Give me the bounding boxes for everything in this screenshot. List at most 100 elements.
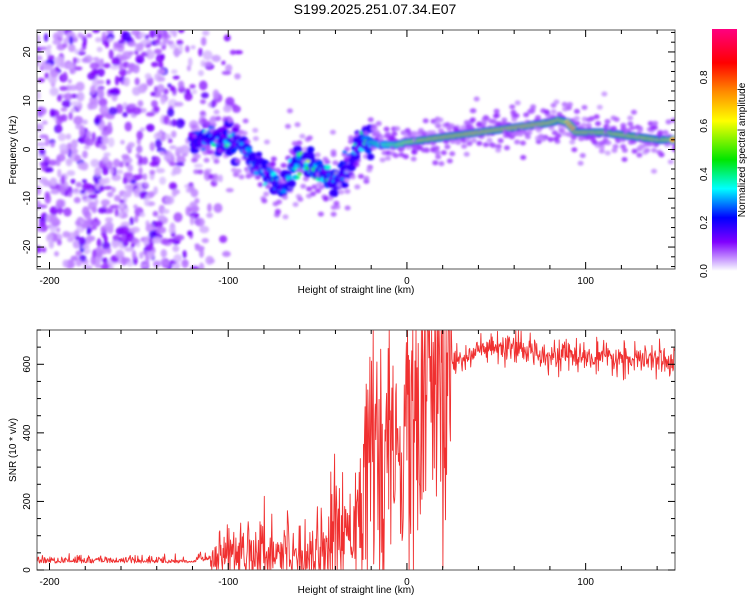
spectrogram-halo xyxy=(434,121,441,127)
spectrogram-noise-blob xyxy=(162,30,169,39)
spectrogram-noise-blob xyxy=(73,115,84,125)
spectrogram-noise-blob xyxy=(124,189,132,198)
spectrogram-noise-blob xyxy=(84,138,95,147)
colorbar-tick-label: 0.8 xyxy=(699,70,710,84)
spectrogram-noise-blob xyxy=(106,160,113,170)
spectrogram-halo xyxy=(213,158,220,164)
spectrogram-noise-blob xyxy=(90,158,100,168)
spectrogram-noise-blob xyxy=(191,89,198,95)
spectrogram-noise-blob xyxy=(172,49,182,56)
spectrogram-noise-blob xyxy=(153,132,164,141)
spectrogram-noise-blob xyxy=(195,217,205,227)
spectrogram-halo xyxy=(469,117,476,123)
spectrogram-noise-blob xyxy=(223,34,231,42)
spectrogram-noise-blob xyxy=(234,50,243,55)
spectrogram-noise-blob xyxy=(149,169,156,175)
spectrogram-noise-blob xyxy=(127,103,137,108)
spectrogram-noise-blob xyxy=(155,138,162,149)
spectrogram-noise-blob xyxy=(50,141,55,148)
y-tick-label: 400 xyxy=(22,424,33,441)
spectrogram-noise-blob xyxy=(185,45,190,53)
spectrogram-halo xyxy=(201,118,208,124)
spectrogram-halo xyxy=(375,121,382,127)
spectrogram-halo xyxy=(444,144,451,150)
spectrogram-noise-blob xyxy=(151,236,162,244)
spectrogram-noise-blob xyxy=(104,221,114,231)
spectrogram-halo xyxy=(300,183,307,189)
spectrogram-noise-blob xyxy=(96,68,105,77)
spectrogram-halo xyxy=(469,108,476,114)
spectrogram-noise-blob xyxy=(96,79,105,85)
spectrogram-noise-blob xyxy=(200,92,209,99)
spectrogram-noise-blob xyxy=(97,207,107,214)
spectrogram-halo xyxy=(330,152,337,158)
spectrogram-noise-blob xyxy=(155,54,164,63)
spectrogram-noise-blob xyxy=(137,100,144,107)
spectrogram-halo xyxy=(463,151,470,157)
spectrogram-halo xyxy=(501,117,508,123)
spectrogram-noise-blob xyxy=(221,60,226,66)
spectrogram-noise-blob xyxy=(98,97,108,107)
colorbar: 0.0 0.2 0.4 0.6 0.8 Normalized spectral ampl… xyxy=(699,29,748,278)
spectrogram-halo xyxy=(534,115,541,121)
spectrogram-halo xyxy=(296,140,303,146)
spectrogram-halo xyxy=(349,174,356,180)
spectrogram-noise-blob xyxy=(62,230,71,238)
spectrogram-ridge-mark xyxy=(355,150,361,154)
chart-title: S199.2025.251.07.34.E07 xyxy=(293,1,457,17)
spectrogram-noise-blob xyxy=(144,34,150,40)
spectrogram-halo xyxy=(384,155,391,161)
spectrogram-noise-blob xyxy=(189,84,196,89)
spectrogram-ridge-mark xyxy=(255,151,263,157)
x-tick-label: 100 xyxy=(577,577,594,588)
spectrogram-noise-blob xyxy=(101,135,109,145)
spectrogram-noise-blob xyxy=(73,196,81,204)
spectrogram-noise-blob xyxy=(118,61,124,71)
spectrogram-noise-blob xyxy=(56,115,65,121)
spectrogram-halo xyxy=(292,202,299,208)
spectrogram-noise-blob xyxy=(75,81,85,92)
spectrogram-noise-blob xyxy=(64,92,73,101)
spectrogram-noise-blob xyxy=(167,83,172,88)
spectrogram-halo xyxy=(598,148,605,154)
spectrogram-noise-blob xyxy=(127,142,135,148)
spectrogram-halo xyxy=(553,136,560,142)
spectrogram-noise-blob xyxy=(55,198,65,208)
spectrogram-halo xyxy=(473,96,480,102)
spectrogram-noise-blob xyxy=(102,63,111,69)
spectrogram-halo xyxy=(561,101,568,107)
colorbar-gradient xyxy=(712,29,737,271)
spectrogram-halo xyxy=(333,200,340,206)
spectrogram-halo xyxy=(598,144,605,150)
spectrogram-noise-blob xyxy=(75,259,83,267)
spectrogram-halo xyxy=(394,126,401,132)
spectrogram-noise-blob xyxy=(56,239,62,246)
spectrogram-noise-blob xyxy=(152,261,161,268)
spectrogram-ridge-mark xyxy=(305,152,316,161)
spectrogram-halo xyxy=(192,157,199,163)
spectrogram-halo xyxy=(316,181,323,187)
y-tick-label: 0 xyxy=(22,567,33,573)
spectrogram-noise-blob xyxy=(101,241,111,250)
spectrogram-noise-blob xyxy=(89,62,100,70)
spectrogram-halo xyxy=(630,109,637,115)
spectrogram-noise-blob xyxy=(109,167,114,175)
spectrogram-noise-blob xyxy=(126,231,134,242)
spectrogram-halo xyxy=(366,167,373,173)
spectrogram-noise-blob xyxy=(67,192,73,198)
spectrogram-noise-blob xyxy=(90,218,101,227)
spectrogram-halo xyxy=(197,169,204,175)
spectrogram-noise-blob xyxy=(156,68,166,75)
spectrogram-noise-blob xyxy=(106,246,112,255)
spectrogram-noise-blob xyxy=(155,39,161,44)
colorbar-tick-label: 0.4 xyxy=(699,167,710,181)
spectrogram-noise-blob xyxy=(77,51,86,56)
spectrogram-noise-blob xyxy=(225,64,233,72)
spectrogram-noise-blob xyxy=(144,73,152,80)
spectrogram-noise-blob xyxy=(138,167,143,175)
spectrogram-halo xyxy=(644,147,651,153)
spectrogram-halo xyxy=(383,126,390,132)
spectrogram-noise-blob xyxy=(160,96,166,105)
spectrogram-noise-blob xyxy=(46,233,54,240)
